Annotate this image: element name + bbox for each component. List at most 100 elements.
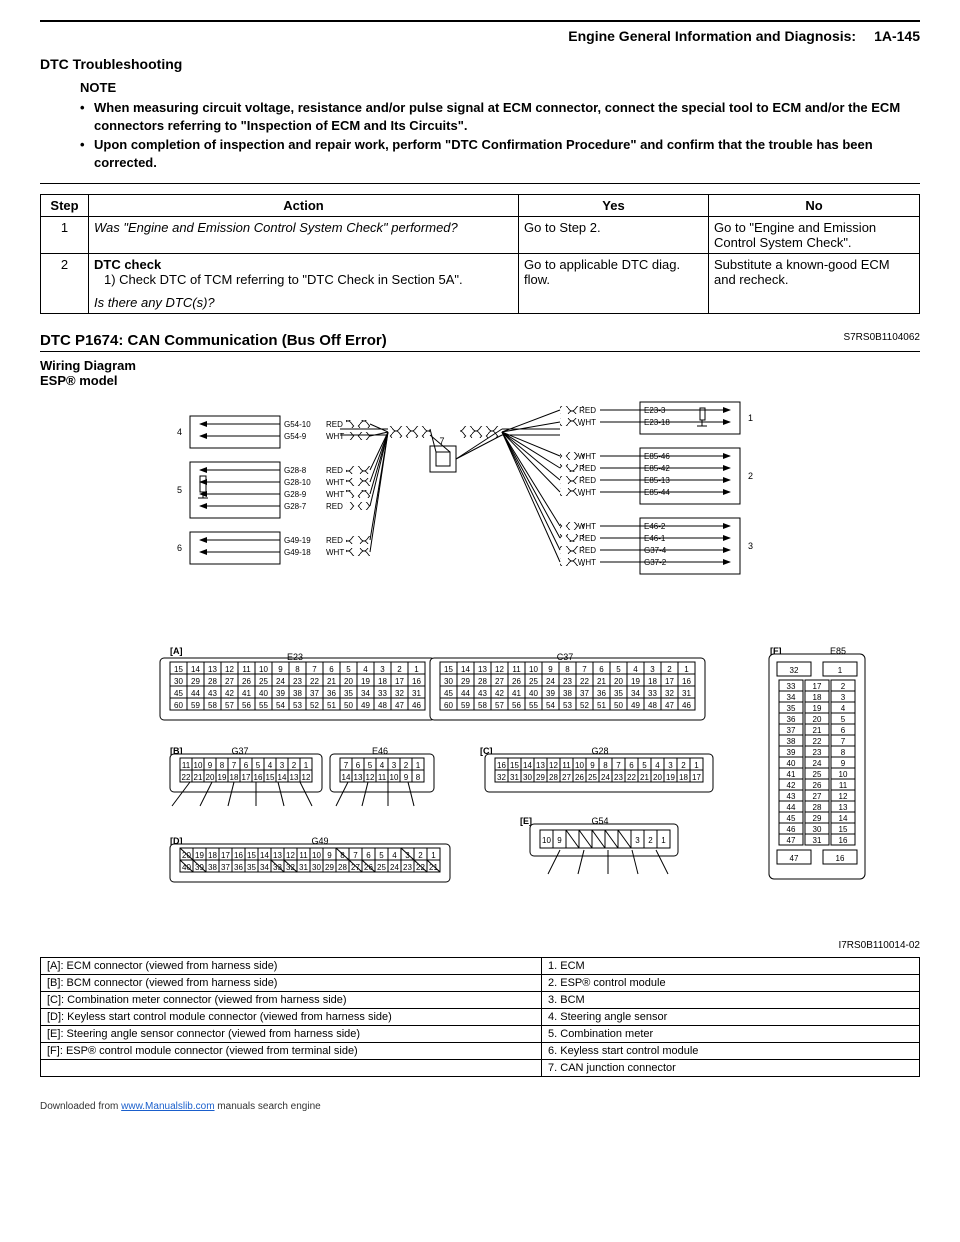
svg-text:57: 57 bbox=[495, 701, 504, 710]
svg-text:34: 34 bbox=[787, 693, 796, 702]
wiring-heading: Wiring Diagram bbox=[40, 358, 920, 373]
svg-text:50: 50 bbox=[344, 701, 353, 710]
svg-text:7: 7 bbox=[344, 761, 349, 770]
footer-link[interactable]: www.Manualslib.com bbox=[121, 1101, 214, 1112]
svg-text:7: 7 bbox=[439, 436, 444, 446]
svg-text:9: 9 bbox=[278, 665, 283, 674]
svg-text:27: 27 bbox=[351, 863, 360, 872]
svg-text:14: 14 bbox=[523, 761, 532, 770]
svg-text:40: 40 bbox=[529, 689, 538, 698]
esp-heading: ESP® model bbox=[40, 373, 920, 388]
svg-text:15: 15 bbox=[174, 665, 183, 674]
svg-text:7: 7 bbox=[841, 737, 846, 746]
cell-action: DTC check 1) Check DTC of TCM referring … bbox=[89, 254, 519, 314]
svg-text:22: 22 bbox=[182, 773, 191, 782]
legend-row: [D]: Keyless start control module connec… bbox=[41, 1009, 920, 1026]
svg-text:34: 34 bbox=[361, 689, 370, 698]
svg-text:G28-9: G28-9 bbox=[284, 490, 307, 499]
svg-text:19: 19 bbox=[218, 773, 227, 782]
dtc-heading-row: DTC P1674: CAN Communication (Bus Off Er… bbox=[40, 332, 920, 349]
svg-text:60: 60 bbox=[444, 701, 453, 710]
svg-text:55: 55 bbox=[259, 701, 268, 710]
svg-text:17: 17 bbox=[395, 677, 404, 686]
svg-text:12: 12 bbox=[495, 665, 504, 674]
svg-text:14: 14 bbox=[260, 851, 269, 860]
svg-text:1: 1 bbox=[414, 665, 419, 674]
svg-text:11: 11 bbox=[512, 665, 521, 674]
svg-text:54: 54 bbox=[276, 701, 285, 710]
svg-text:31: 31 bbox=[510, 773, 519, 782]
svg-text:7: 7 bbox=[232, 761, 237, 770]
svg-text:5: 5 bbox=[642, 761, 647, 770]
svg-text:RED: RED bbox=[326, 466, 343, 475]
svg-text:13: 13 bbox=[354, 773, 363, 782]
svg-text:8: 8 bbox=[841, 748, 846, 757]
svg-text:2: 2 bbox=[292, 761, 297, 770]
svg-text:17: 17 bbox=[665, 677, 674, 686]
svg-text:36: 36 bbox=[234, 863, 243, 872]
svg-text:10: 10 bbox=[194, 761, 203, 770]
svg-text:1: 1 bbox=[661, 836, 666, 845]
svg-text:31: 31 bbox=[412, 689, 421, 698]
svg-text:53: 53 bbox=[563, 701, 572, 710]
legend-row: [B]: BCM connector (viewed from harness … bbox=[41, 975, 920, 992]
svg-text:36: 36 bbox=[597, 689, 606, 698]
note-rule bbox=[40, 183, 920, 184]
svg-text:3: 3 bbox=[392, 761, 397, 770]
cell-step: 1 bbox=[41, 217, 89, 254]
note-label: NOTE bbox=[80, 80, 920, 95]
svg-text:29: 29 bbox=[813, 814, 822, 823]
svg-text:35: 35 bbox=[247, 863, 256, 872]
svg-text:2: 2 bbox=[748, 471, 753, 481]
svg-text:18: 18 bbox=[230, 773, 239, 782]
svg-text:26: 26 bbox=[813, 781, 822, 790]
svg-text:G28-7: G28-7 bbox=[284, 502, 307, 511]
svg-text:48: 48 bbox=[378, 701, 387, 710]
svg-text:1: 1 bbox=[684, 665, 689, 674]
svg-text:9: 9 bbox=[557, 836, 562, 845]
svg-text:4: 4 bbox=[841, 704, 846, 713]
svg-text:59: 59 bbox=[191, 701, 200, 710]
svg-text:20: 20 bbox=[813, 715, 822, 724]
svg-text:16: 16 bbox=[234, 851, 243, 860]
action-sub: 1) Check DTC of TCM referring to "DTC Ch… bbox=[104, 272, 513, 287]
svg-text:56: 56 bbox=[242, 701, 251, 710]
svg-text:17: 17 bbox=[242, 773, 251, 782]
svg-text:RED: RED bbox=[326, 420, 343, 429]
svg-text:27: 27 bbox=[562, 773, 571, 782]
svg-text:47: 47 bbox=[665, 701, 674, 710]
svg-text:32: 32 bbox=[395, 689, 404, 698]
svg-text:30: 30 bbox=[312, 863, 321, 872]
legend-left: [F]: ESP® control module connector (view… bbox=[41, 1043, 542, 1060]
svg-text:30: 30 bbox=[523, 773, 532, 782]
legend-right: 1. ECM bbox=[542, 958, 920, 975]
svg-text:16: 16 bbox=[682, 677, 691, 686]
svg-text:2: 2 bbox=[841, 682, 846, 691]
svg-text:35: 35 bbox=[344, 689, 353, 698]
svg-text:12: 12 bbox=[549, 761, 558, 770]
svg-text:32: 32 bbox=[790, 666, 799, 675]
svg-text:59: 59 bbox=[461, 701, 470, 710]
svg-text:7: 7 bbox=[312, 665, 317, 674]
svg-text:12: 12 bbox=[302, 773, 311, 782]
dtc-heading: DTC P1674: CAN Communication (Bus Off Er… bbox=[40, 332, 387, 349]
svg-text:33: 33 bbox=[648, 689, 657, 698]
svg-text:20: 20 bbox=[182, 851, 191, 860]
cell-action: Was "Engine and Emission Control System … bbox=[89, 217, 519, 254]
svg-text:58: 58 bbox=[208, 701, 217, 710]
svg-text:40: 40 bbox=[182, 863, 191, 872]
svg-text:9: 9 bbox=[548, 665, 553, 674]
svg-text:37: 37 bbox=[221, 863, 230, 872]
top-rule bbox=[40, 20, 920, 22]
svg-text:RED: RED bbox=[326, 536, 343, 545]
svg-text:18: 18 bbox=[648, 677, 657, 686]
dtc-rule bbox=[40, 351, 920, 352]
svg-text:19: 19 bbox=[666, 773, 675, 782]
legend-row: 7. CAN junction connector bbox=[41, 1060, 920, 1077]
svg-text:G37-2: G37-2 bbox=[644, 558, 667, 567]
svg-text:47: 47 bbox=[395, 701, 404, 710]
svg-text:44: 44 bbox=[191, 689, 200, 698]
legend-right: 2. ESP® control module bbox=[542, 975, 920, 992]
svg-text:32: 32 bbox=[497, 773, 506, 782]
svg-text:31: 31 bbox=[813, 836, 822, 845]
